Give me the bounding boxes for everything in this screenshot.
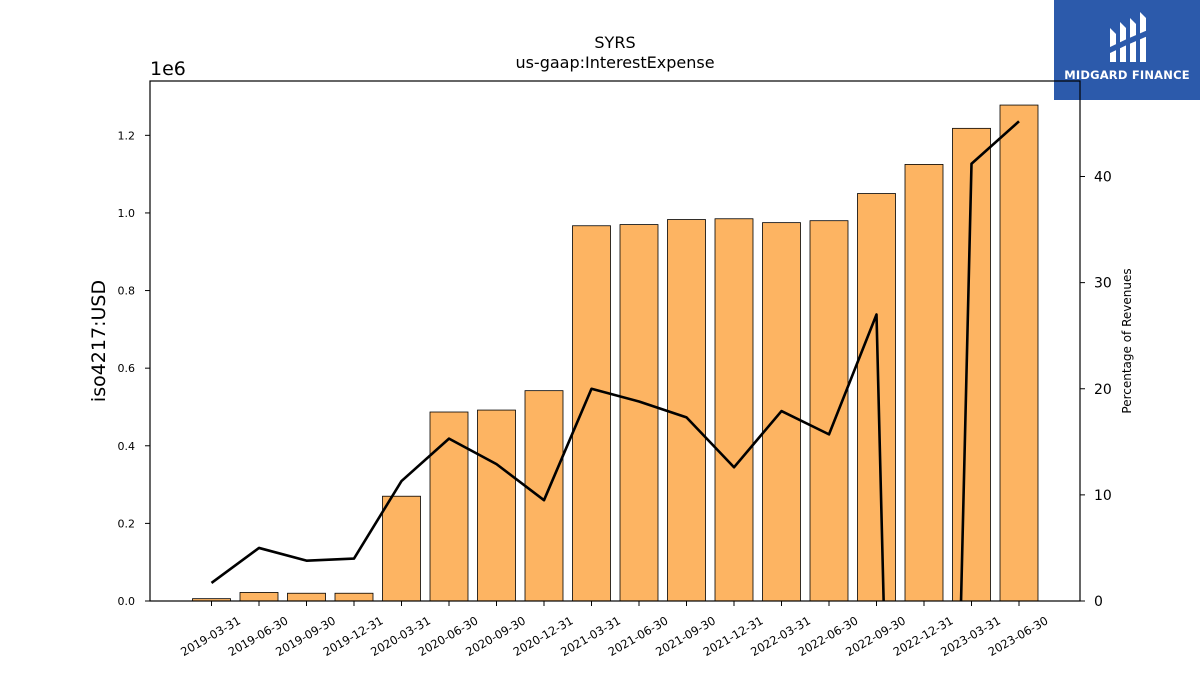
axes-layer (145, 80, 1085, 606)
y-tick-label: 0.2 (118, 517, 136, 530)
y-axis-label: iso4217:USD (88, 280, 110, 402)
y-tick-label: 1.0 (118, 207, 136, 220)
bar-2022-09-30 (857, 193, 896, 602)
bar-2022-12-31 (904, 164, 944, 602)
bar-2019-06-30 (239, 592, 279, 602)
bar-2020-03-31 (382, 495, 421, 602)
y-tick-label: 0.6 (118, 362, 136, 375)
chart-subtitle: us-gaap:InterestExpense (515, 53, 714, 72)
y-offset-label: 1e6 (150, 58, 186, 80)
percentage-line (210, 120, 1020, 602)
chart-title: SYRS (594, 33, 635, 52)
y2-axis-label: Percentage of Revenues (1120, 268, 1134, 413)
bar-2022-06-30 (809, 220, 849, 602)
bar-2021-12-31 (714, 218, 754, 602)
bars-layer (192, 104, 1039, 602)
bar-2020-09-30 (477, 409, 516, 602)
plot-frame (149, 80, 1081, 602)
y2-tick-label: 40 (1094, 170, 1112, 186)
bar-2020-12-31 (524, 390, 564, 602)
bar-2021-03-31 (572, 225, 611, 602)
line-layer (210, 120, 1020, 602)
logo-text: MIDGARD FINANCE (1064, 68, 1190, 82)
bar-2021-09-30 (667, 219, 706, 602)
bar-2019-12-31 (334, 592, 374, 602)
midgard-logo-icon (1108, 12, 1148, 62)
bar-2019-09-30 (287, 592, 326, 602)
y-tick-label: 0.8 (118, 285, 136, 298)
y-tick-label: 0.4 (118, 440, 136, 453)
y2-tick-label: 30 (1094, 276, 1112, 292)
y-tick-label: 0.0 (118, 595, 136, 608)
y2-tick-label: 10 (1094, 488, 1112, 504)
bar-2021-06-30 (619, 224, 659, 602)
bar-2023-06-30 (999, 104, 1039, 602)
y2-tick-label: 0 (1094, 594, 1103, 610)
y2-tick-label: 20 (1094, 382, 1112, 398)
logo: MIDGARD FINANCE (1054, 0, 1200, 100)
bar-2020-06-30 (429, 411, 469, 602)
y-tick-label: 1.2 (118, 129, 136, 142)
